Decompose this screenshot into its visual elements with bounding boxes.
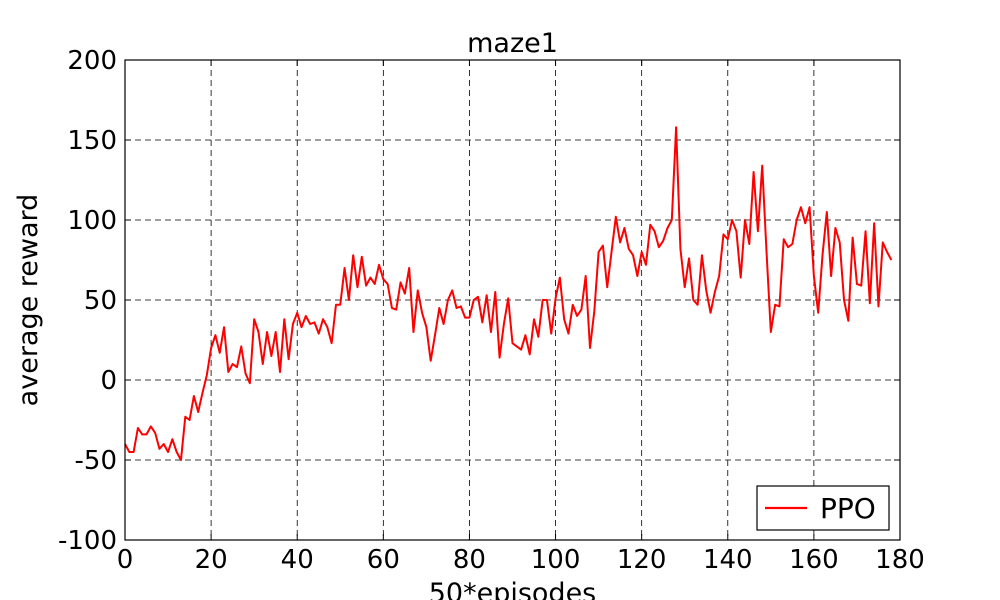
x-tick-label: 60 bbox=[367, 545, 400, 575]
legend-box bbox=[756, 485, 890, 531]
series-line-ppo bbox=[124, 126, 893, 461]
y-tick-label: 100 bbox=[67, 206, 117, 236]
x-tick-label: 180 bbox=[875, 545, 925, 575]
y-tick-label: 150 bbox=[67, 126, 117, 156]
x-tick-label: 80 bbox=[453, 545, 486, 575]
plot-frame bbox=[124, 59, 901, 541]
chart-title: maze1 bbox=[467, 28, 558, 59]
series-layer bbox=[124, 126, 893, 461]
x-tick-label: 20 bbox=[195, 545, 228, 575]
y-tick-label: 50 bbox=[84, 286, 117, 316]
x-tick-label: 40 bbox=[281, 545, 314, 575]
legend: PPO bbox=[756, 485, 890, 531]
y-tick-label: 0 bbox=[100, 366, 117, 396]
y-axis-label: average reward bbox=[13, 194, 44, 407]
x-tick-label: 120 bbox=[617, 545, 667, 575]
x-tick-label: 160 bbox=[789, 545, 839, 575]
x-tick-label: 100 bbox=[531, 545, 581, 575]
y-tick-label: 200 bbox=[67, 46, 117, 76]
y-tick-label: -100 bbox=[58, 526, 117, 556]
axis-ticks: 0 20 40 60 80 100 120 140 160 180 -100 -50 0 50 100 150… bbox=[58, 46, 925, 575]
x-tick-label: 0 bbox=[117, 545, 134, 575]
grid-lines bbox=[125, 60, 900, 540]
y-tick-label: -50 bbox=[75, 446, 117, 476]
x-axis-label: 50*episodes bbox=[429, 578, 597, 600]
legend-label-ppo: PPO bbox=[820, 492, 876, 525]
x-tick-label: 140 bbox=[703, 545, 753, 575]
